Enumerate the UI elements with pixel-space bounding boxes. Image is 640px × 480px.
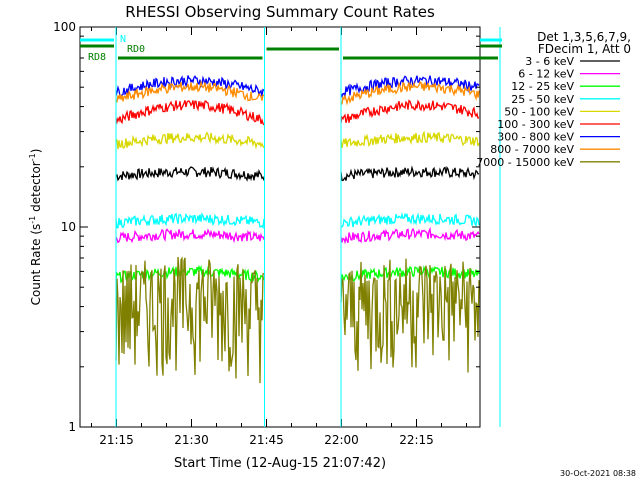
legend-label-1: 3 - 6 keV: [525, 55, 574, 68]
y-tick-label: 1: [68, 420, 76, 434]
legend-label-8: 800 - 7000 keV: [490, 143, 574, 156]
x-tick-label: 21:45: [249, 433, 284, 447]
y-label-sup: -1: [28, 216, 37, 224]
x-tick-label: 21:30: [174, 433, 209, 447]
timestamp: 30-Oct-2021 08:38: [560, 469, 636, 478]
annotation-rd0: RD0: [127, 44, 145, 55]
series-line-7: [115, 75, 265, 98]
legend-header-1: Det 1,3,5,6,7,9,: [537, 30, 631, 44]
series-line-6: [115, 100, 265, 126]
annotation-n: N: [120, 34, 126, 45]
legend-label-9: 7000 - 15000 keV: [476, 156, 574, 169]
x-axis-label: Start Time (12-Aug-15 21:07:42): [174, 456, 386, 471]
x-tick-label: 21:15: [99, 433, 134, 447]
series-group: [115, 75, 480, 384]
series-line-1: [340, 165, 479, 182]
series-line-3: [340, 265, 480, 283]
series-line-2: [115, 228, 265, 244]
legend-label-4: 25 - 50 keV: [511, 93, 574, 106]
legend-label-7: 300 - 800 keV: [497, 131, 574, 144]
y-label-end: ): [29, 149, 43, 154]
y-tick-label: 10: [61, 220, 76, 234]
y-tick-label: 100: [53, 20, 76, 34]
series-line-8: [340, 81, 480, 106]
series-line-4: [340, 212, 480, 228]
series-line-5: [340, 130, 480, 149]
x-tick-label: 22:15: [399, 433, 434, 447]
series-line-6: [340, 99, 480, 124]
svg-text:Count Rate (s-1 detector-1): Count Rate (s-1 detector-1): [28, 149, 43, 306]
series-line-8: [115, 80, 265, 103]
y-label-rest: detector: [29, 161, 43, 216]
legend-header-2: FDecim 1, Att 0: [538, 42, 631, 56]
chart-title: RHESSI Observing Summary Count Rates: [125, 3, 435, 21]
legend-label-2: 6 - 12 keV: [518, 68, 574, 81]
legend-label-6: 100 - 300 keV: [497, 118, 574, 131]
series-line-1: [115, 166, 265, 182]
y-axis-label: Count Rate (s-1 detector-1): [28, 149, 43, 306]
series-line-9: [115, 256, 265, 384]
series-line-9: [340, 258, 480, 373]
x-tick-label: 22:00: [324, 433, 359, 447]
series-line-2: [340, 226, 480, 245]
series-line-4: [115, 212, 265, 230]
series-line-5: [115, 131, 265, 150]
y-label-main: Count Rate (s: [29, 224, 43, 306]
series-line-7: [340, 75, 480, 98]
legend-label-3: 12 - 25 keV: [511, 80, 574, 93]
annotation-rd8: RD8: [88, 52, 106, 63]
legend-label-5: 50 - 100 keV: [504, 105, 574, 118]
y-label-sup2: -1: [28, 153, 37, 161]
series-line-3: [115, 264, 265, 284]
